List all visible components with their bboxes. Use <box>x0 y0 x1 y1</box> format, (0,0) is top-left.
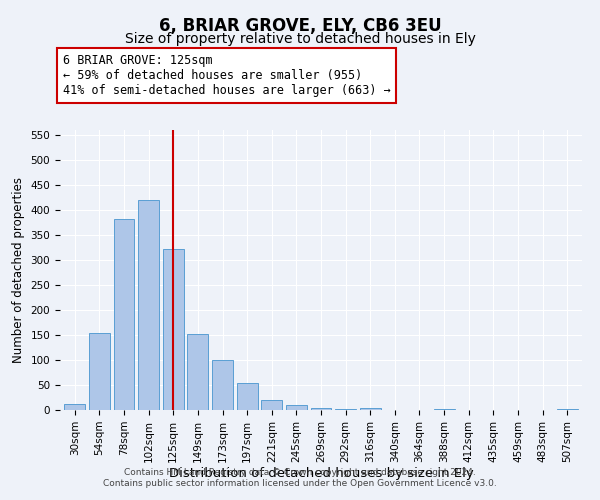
Bar <box>557 408 578 410</box>
Bar <box>261 400 282 410</box>
X-axis label: Distribution of detached houses by size in Ely: Distribution of detached houses by size … <box>169 468 473 480</box>
Bar <box>311 408 331 410</box>
Bar <box>138 200 159 410</box>
Text: 6 BRIAR GROVE: 125sqm
← 59% of detached houses are smaller (955)
41% of semi-det: 6 BRIAR GROVE: 125sqm ← 59% of detached … <box>62 54 391 98</box>
Bar <box>236 382 257 410</box>
Text: 6, BRIAR GROVE, ELY, CB6 3EU: 6, BRIAR GROVE, ELY, CB6 3EU <box>158 18 442 36</box>
Bar <box>64 404 85 410</box>
Bar <box>187 334 208 410</box>
Text: Contains HM Land Registry data © Crown copyright and database right 2024.
Contai: Contains HM Land Registry data © Crown c… <box>103 468 497 487</box>
Text: Size of property relative to detached houses in Ely: Size of property relative to detached ho… <box>125 32 475 46</box>
Y-axis label: Number of detached properties: Number of detached properties <box>12 177 25 363</box>
Bar <box>113 218 134 410</box>
Bar <box>89 332 110 410</box>
Bar <box>163 249 184 410</box>
Bar <box>434 408 455 410</box>
Bar <box>286 405 307 410</box>
Bar <box>335 408 356 410</box>
Bar <box>360 408 381 410</box>
Bar <box>212 360 233 410</box>
